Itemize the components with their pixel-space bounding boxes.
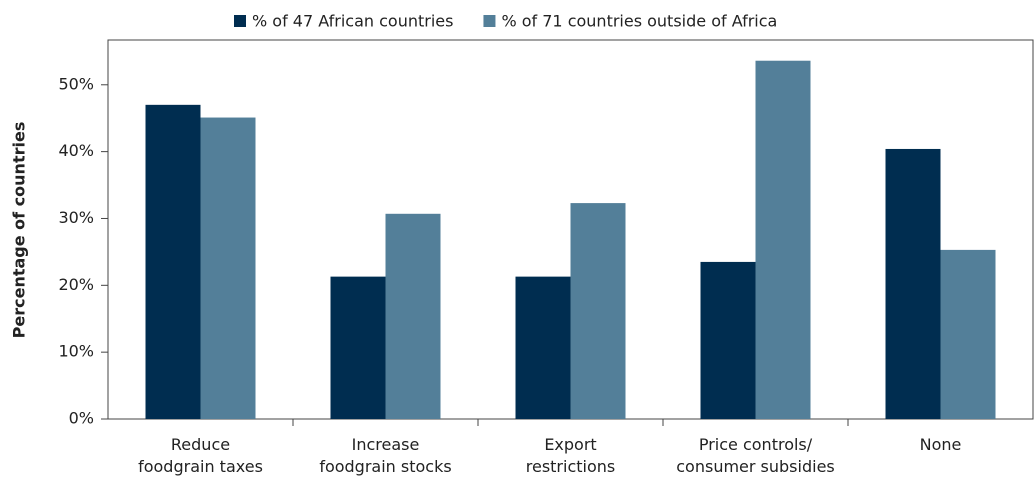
y-tick-label: 30% [58,208,94,227]
legend-label: % of 47 African countries [252,12,453,31]
x-tick-label: Price controls/consumer subsidies [676,435,835,476]
bar [885,148,941,419]
x-tick-label: Export restrictions [526,435,615,476]
bar [700,261,756,419]
y-axis-label: Percentage of countries [10,122,29,339]
bar [755,60,811,419]
x-tick-label: None [920,435,962,454]
legend-swatch [483,15,496,27]
bar [330,276,386,419]
x-tick-label: Increase foodgrain stocks [319,435,451,476]
bar [145,104,201,420]
bar [385,213,441,419]
bar [570,203,626,419]
y-tick-label: 40% [58,141,94,160]
legend-swatch [234,15,246,27]
bar [940,249,996,419]
y-tick-label: 0% [69,409,94,428]
y-tick-label: 10% [58,342,94,361]
bar [200,117,256,420]
x-tick-label: Reduce foodgrain taxes [138,435,263,476]
y-tick-label: 20% [58,275,94,294]
y-tick-label: 50% [58,74,94,93]
legend-label: % of 71 countries outside of Africa [501,12,777,31]
bar [515,276,571,419]
